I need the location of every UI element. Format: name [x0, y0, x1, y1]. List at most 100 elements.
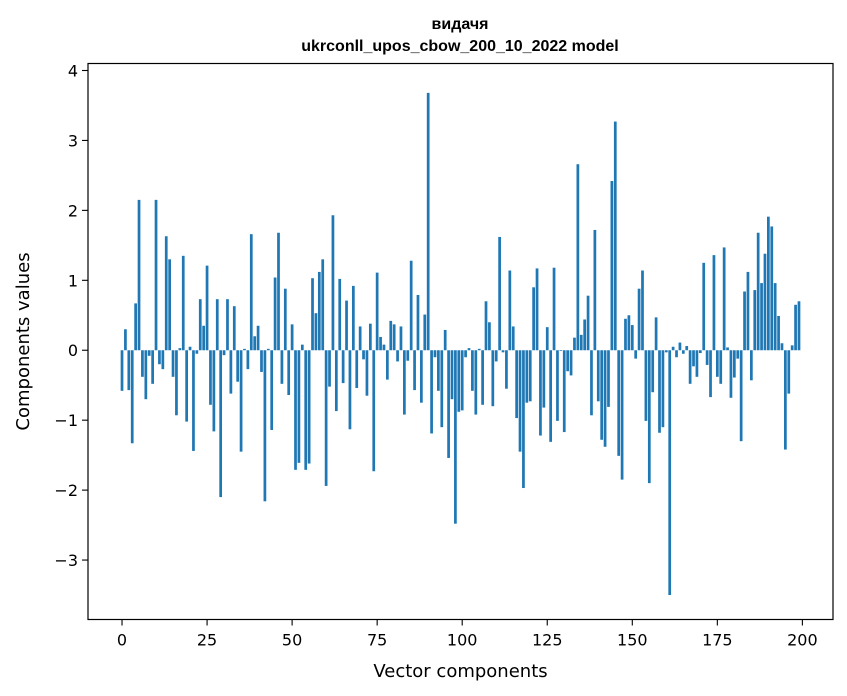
bar-112 — [501, 350, 505, 353]
bar-181 — [736, 350, 740, 359]
bar-51 — [294, 350, 297, 470]
bar-85 — [409, 260, 413, 351]
bar-82 — [399, 326, 403, 351]
bar-3 — [130, 350, 134, 444]
bar-194 — [780, 343, 784, 351]
bar-32 — [229, 350, 233, 394]
bar-8 — [147, 350, 151, 356]
bar-49 — [287, 350, 291, 396]
bar-40 — [256, 325, 260, 351]
bar-39 — [253, 336, 257, 351]
bar-91 — [430, 350, 433, 434]
bar-58 — [317, 271, 321, 351]
bar-16 — [175, 350, 178, 416]
bar-72 — [365, 350, 369, 396]
bar-169 — [695, 350, 699, 377]
bar-7 — [144, 350, 148, 400]
bar-76 — [379, 336, 382, 351]
bar-30 — [222, 350, 226, 356]
bar-107 — [484, 301, 488, 351]
bar-196 — [787, 350, 791, 394]
bar-144 — [610, 180, 614, 351]
bar-126 — [549, 350, 553, 442]
bar-168 — [692, 350, 695, 367]
bar-64 — [338, 278, 342, 351]
bar-60 — [324, 350, 328, 486]
bar-22 — [195, 350, 199, 354]
bar-37 — [246, 350, 250, 370]
x-tick-label-150: 150 — [617, 631, 648, 650]
bar-117 — [518, 350, 522, 452]
y-tick-label-3: 3 — [68, 131, 78, 150]
bar-10 — [154, 199, 158, 351]
bar-143 — [607, 350, 610, 407]
bar-88 — [420, 350, 423, 403]
bar-19 — [185, 350, 189, 422]
bar-190 — [767, 216, 770, 351]
bar-161 — [668, 350, 672, 596]
bar-177 — [722, 247, 726, 351]
y-tick-label--1: −1 — [54, 411, 78, 430]
bar-191 — [770, 226, 774, 351]
bar-47 — [280, 350, 284, 384]
chart-title-line-2: ukrconll_upos_cbow_200_10_2022 model — [301, 38, 618, 55]
bar-84 — [406, 350, 410, 361]
bar-41 — [260, 350, 263, 372]
bar-79 — [389, 320, 393, 351]
bar-138 — [590, 350, 593, 416]
bar-57 — [314, 313, 318, 351]
bar-35 — [239, 350, 243, 452]
bar-56 — [311, 278, 314, 351]
bar-80 — [392, 324, 396, 351]
bar-65 — [341, 350, 345, 384]
bar-29 — [219, 350, 223, 498]
bar-162 — [671, 346, 675, 351]
bar-95 — [443, 329, 447, 351]
bar-26 — [209, 350, 212, 405]
bar-69 — [355, 350, 359, 389]
bar-45 — [273, 277, 277, 351]
bar-189 — [763, 253, 767, 351]
bar-59 — [321, 259, 325, 351]
bar-12 — [161, 350, 165, 370]
bar-145 — [613, 121, 617, 351]
bar-148 — [624, 318, 627, 351]
bar-158 — [658, 350, 661, 433]
y-tick-label--2: −2 — [54, 481, 78, 500]
bar-182 — [739, 350, 743, 442]
bar-121 — [532, 287, 535, 351]
bar-62 — [331, 215, 335, 351]
bar-9 — [151, 350, 154, 384]
bar-130 — [562, 350, 566, 433]
bar-172 — [705, 350, 709, 365]
bar-197 — [790, 345, 794, 351]
bar-48 — [283, 288, 287, 351]
x-tick-label-75: 75 — [367, 631, 387, 650]
bar-164 — [678, 342, 682, 351]
bar-151 — [634, 350, 638, 359]
bar-180 — [732, 350, 736, 378]
x-tick-label-25: 25 — [197, 631, 217, 650]
bar-133 — [573, 337, 576, 351]
bar-193 — [777, 315, 780, 351]
bar-115 — [511, 326, 515, 351]
bar-11 — [158, 350, 161, 365]
y-tick-label-1: 1 — [68, 271, 78, 290]
bar-123 — [539, 350, 542, 436]
bar-110 — [494, 350, 498, 362]
bar-86 — [413, 350, 416, 391]
bar-21 — [192, 350, 195, 451]
bar-36 — [243, 348, 246, 351]
bar-136 — [583, 319, 587, 351]
bar-13 — [164, 236, 168, 351]
x-ticks-group: 0 25 50 75 100 125 150 175 200 — [117, 619, 818, 650]
bar-28 — [215, 299, 219, 351]
bar-129 — [559, 350, 563, 351]
bar-186 — [753, 290, 757, 351]
bar-31 — [226, 299, 229, 351]
bar-119 — [525, 350, 529, 403]
bar-87 — [416, 294, 420, 351]
bar-34 — [236, 350, 240, 382]
bar-5 — [137, 199, 141, 351]
